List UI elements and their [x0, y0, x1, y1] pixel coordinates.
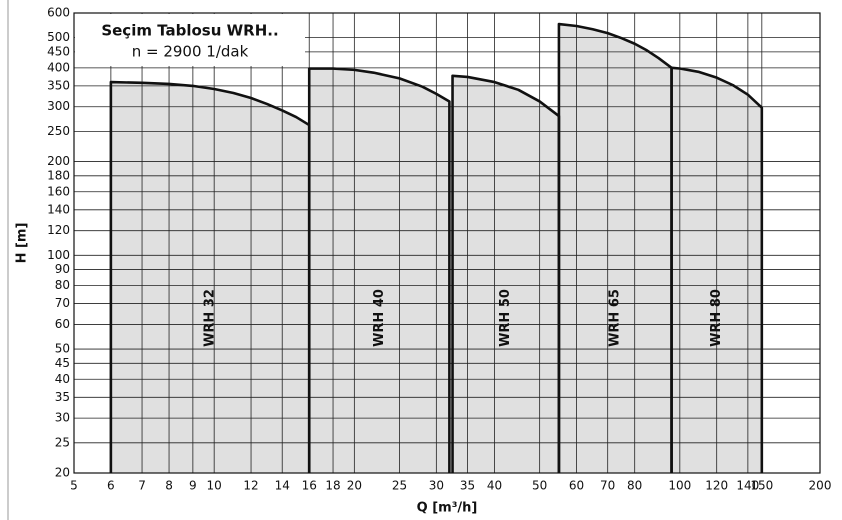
- x-tick-label: 35: [460, 479, 475, 493]
- x-tick-label: 25: [392, 479, 407, 493]
- y-tick-label: 450: [47, 44, 70, 58]
- y-tick-label: 25: [55, 435, 70, 449]
- area-outline: [557, 22, 673, 473]
- x-tick-label: 80: [627, 479, 642, 493]
- area-fill: [452, 75, 559, 474]
- x-tick-label: 120: [705, 479, 728, 493]
- y-axis-label: H [m]: [15, 223, 30, 264]
- area-fill: [558, 24, 672, 473]
- series-label: WRH 80: [709, 289, 724, 347]
- x-tick-label: 20: [347, 479, 362, 493]
- y-tick-label: 50: [55, 342, 70, 356]
- regions: [110, 24, 762, 474]
- series-label: WRH 40: [372, 289, 387, 347]
- x-tick-label: 140: [736, 479, 759, 493]
- chart-subtitle: n = 2900 1/dak: [132, 43, 249, 61]
- y-tick-label: 90: [55, 262, 70, 276]
- x-tick-label: 60: [569, 479, 584, 493]
- x-tick-label: 40: [487, 479, 502, 493]
- chart-title: Seçim Tablosu WRH..: [101, 22, 278, 40]
- y-tick-label: 40: [55, 372, 70, 386]
- area-outline: [451, 74, 561, 473]
- title-box: [75, 14, 305, 66]
- series-label: WRH 65: [608, 289, 623, 347]
- grid: [73, 12, 821, 474]
- area-outline: [670, 66, 764, 473]
- y-tick-label: 45: [55, 356, 70, 370]
- y-tick-label: 180: [47, 168, 70, 182]
- x-tick-label: 8: [165, 479, 173, 493]
- y-tick-label: 160: [47, 184, 70, 198]
- x-axis-label: Q [m³/h]: [417, 501, 478, 516]
- y-tick-label: 300: [47, 99, 70, 113]
- x-tick-label: 12: [243, 479, 258, 493]
- y-tick-label: 500: [47, 30, 70, 44]
- x-tick-label: 30: [429, 479, 444, 493]
- y-tick-label: 60: [55, 317, 70, 331]
- series-label: WRH 32: [203, 289, 218, 347]
- y-tick-label: 400: [47, 60, 70, 74]
- area-fill: [110, 82, 310, 473]
- y-tick-label: 100: [47, 248, 70, 262]
- outlines: [109, 22, 764, 473]
- plot-frame: [73, 12, 821, 474]
- y-tick-label: 80: [55, 278, 70, 292]
- x-tick-label: 200: [809, 479, 832, 493]
- x-tick-label: 150: [750, 479, 773, 493]
- x-tick-label: 7: [138, 479, 146, 493]
- x-tick-label: 14: [275, 479, 290, 493]
- x-tick-label: 70: [600, 479, 615, 493]
- y-tick-label: 200: [47, 154, 70, 168]
- series-label: WRH 50: [498, 289, 513, 347]
- y-tick-label: 35: [55, 390, 70, 404]
- x-tick-label: 50: [532, 479, 547, 493]
- y-tick-label: 30: [55, 411, 70, 425]
- labels: WRH 32 WRH 40 WRH 50 WRH 65 WRH 80: [203, 289, 725, 347]
- area-outline: [307, 67, 451, 473]
- y-tick-label: 250: [47, 124, 70, 138]
- x-tick-label: 10: [207, 479, 222, 493]
- y-tick-label: 20: [55, 466, 70, 480]
- x-tick-label: 18: [325, 479, 340, 493]
- y-tick-label: 140: [47, 202, 70, 216]
- y-tick-label: 120: [47, 223, 70, 237]
- y-tick-label: 70: [55, 296, 70, 310]
- y-tick-label: 350: [47, 78, 70, 92]
- area-fill: [309, 68, 450, 474]
- x-tick-label: 9: [189, 479, 197, 493]
- area-outline: [109, 80, 311, 473]
- x-tick-label: 16: [302, 479, 317, 493]
- y-tick-label: 600: [47, 6, 70, 20]
- x-tick-label: 100: [668, 479, 691, 493]
- x-tick-label: 5: [70, 479, 78, 493]
- x-tick-label: 6: [107, 479, 115, 493]
